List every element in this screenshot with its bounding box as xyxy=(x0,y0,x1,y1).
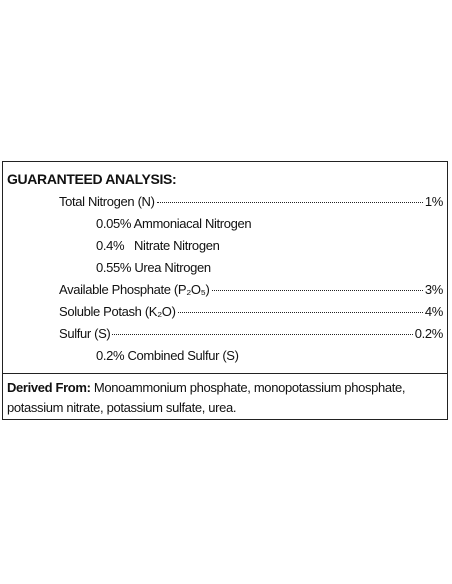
analysis-panel: GUARANTEED ANALYSIS: Total Nitrogen (N) 1… xyxy=(2,161,448,420)
row-label: 0.55% Urea Nitrogen xyxy=(96,260,211,275)
row-label: 0.2% Combined Sulfur (S) xyxy=(96,348,239,363)
title: GUARANTEED ANALYSIS: xyxy=(7,171,177,187)
row-value: 1% xyxy=(424,194,443,209)
row-label: Soluble Potash (K₂O) xyxy=(59,304,176,319)
dot-leader xyxy=(177,312,423,313)
row-label: Available Phosphate (P₂O₅) xyxy=(59,282,210,297)
derived-label: Derived From: xyxy=(7,380,91,395)
analysis-row: Soluble Potash (K₂O) 4% xyxy=(59,304,443,322)
derived-text: Monoammonium phosphate, monopotassium ph… xyxy=(7,380,406,415)
analysis-row: 0.4% Nitrate Nitrogen xyxy=(96,238,443,256)
row-value: 0.2% xyxy=(414,326,444,341)
row-label: Total Nitrogen (N) xyxy=(59,194,155,209)
analysis-row: 0.05% Ammoniacal Nitrogen xyxy=(96,216,443,234)
dot-leader xyxy=(156,202,423,203)
dot-leader xyxy=(211,290,423,291)
separator xyxy=(3,373,447,374)
row-value: 4% xyxy=(424,304,443,319)
analysis-row: Sulfur (S) 0.2% xyxy=(59,326,443,344)
row-label: 0.05% Ammoniacal Nitrogen xyxy=(96,216,252,231)
analysis-row: Total Nitrogen (N) 1% xyxy=(59,194,443,212)
dot-leader xyxy=(112,334,413,335)
row-label: 0.4% Nitrate Nitrogen xyxy=(96,238,220,253)
analysis-row: 0.55% Urea Nitrogen xyxy=(96,260,443,278)
analysis-row: 0.2% Combined Sulfur (S) xyxy=(96,348,443,366)
row-value: 3% xyxy=(424,282,443,297)
row-label: Sulfur (S) xyxy=(59,326,111,341)
analysis-row: Available Phosphate (P₂O₅) 3% xyxy=(59,282,443,300)
derived-from: Derived From: Monoammonium phosphate, mo… xyxy=(7,378,443,418)
